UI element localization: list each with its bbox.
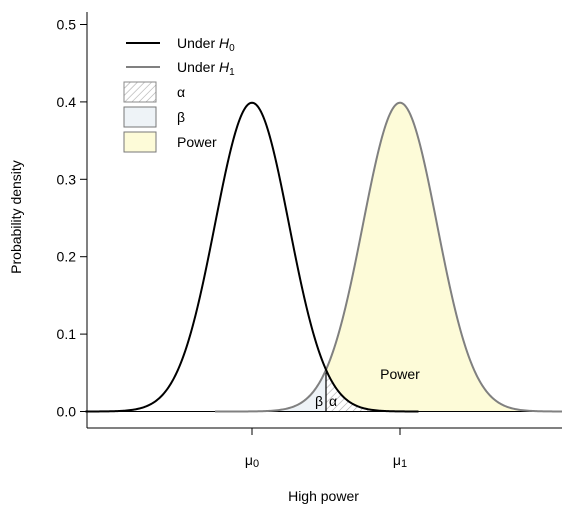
legend-label: β bbox=[177, 109, 185, 125]
axes: 0.0 0.1 0.2 0.3 0.4 0.5 μ0 μ1 bbox=[57, 17, 408, 471]
beta-region-label: β bbox=[315, 393, 323, 409]
alpha-region-label: α bbox=[329, 393, 337, 409]
density-curves bbox=[85, 101, 562, 413]
axis-labels: High power Probability density bbox=[8, 160, 359, 504]
y-tick-label: 0.1 bbox=[57, 326, 77, 342]
y-tick-label: 0.0 bbox=[57, 404, 77, 420]
region-labels: β α Power bbox=[315, 366, 420, 409]
beta-area bbox=[215, 369, 326, 412]
y-tick-label: 0.4 bbox=[57, 94, 77, 110]
legend-swatch bbox=[123, 81, 157, 103]
y-tick-label: 0.5 bbox=[57, 17, 77, 33]
legend-label: α bbox=[177, 84, 185, 100]
curve-under-h0 bbox=[85, 101, 419, 413]
power-region-label: Power bbox=[380, 366, 420, 382]
legend: Under H0 Under H1 αβ Power bbox=[123, 35, 235, 153]
y-axis-label: Probability density bbox=[8, 160, 24, 274]
shaded-regions bbox=[87, 102, 562, 412]
x-tick-label: μ1 bbox=[393, 452, 407, 470]
x-axis-label: High power bbox=[288, 488, 359, 504]
legend-label: Under H0 bbox=[177, 35, 235, 54]
power-area bbox=[326, 102, 562, 412]
legend-swatch bbox=[123, 106, 157, 128]
curve-under-h1 bbox=[215, 101, 562, 413]
y-tick-label: 0.3 bbox=[57, 171, 77, 187]
plot-frame bbox=[86, 12, 562, 429]
y-tick-label: 0.2 bbox=[57, 249, 77, 265]
alpha-area bbox=[326, 369, 419, 412]
legend-label: Power bbox=[177, 134, 217, 150]
legend-swatch bbox=[123, 131, 157, 153]
x-tick-label: μ0 bbox=[245, 452, 259, 470]
legend-label: Under H1 bbox=[177, 59, 235, 78]
